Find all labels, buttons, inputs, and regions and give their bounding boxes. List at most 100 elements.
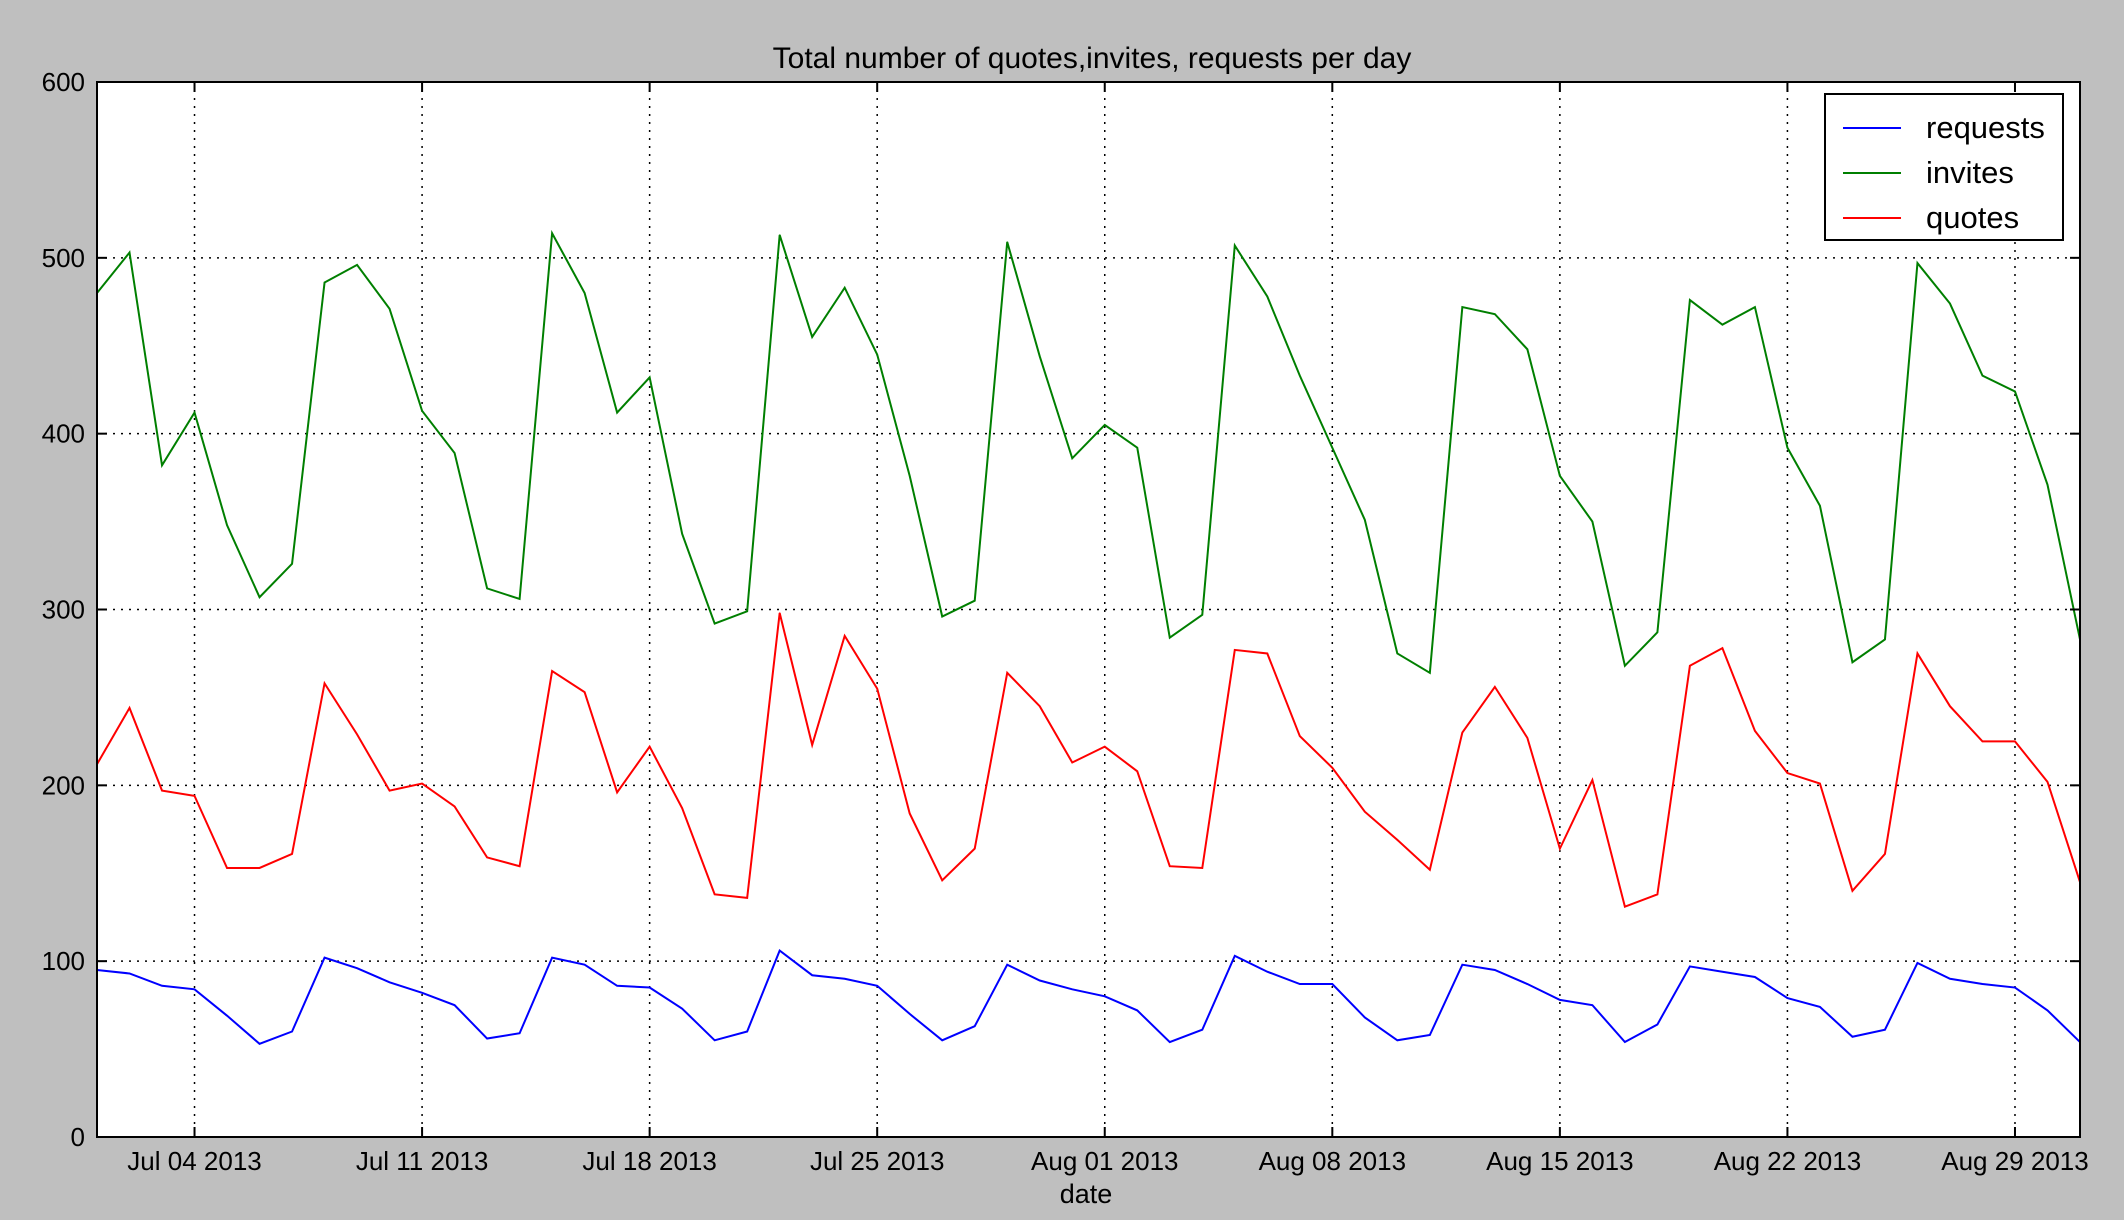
data-point-requests — [811, 974, 813, 976]
y-axis: 0 100 200 300 400 500 600 — [42, 67, 2080, 1152]
data-point-requests — [551, 957, 553, 959]
data-point-quotes — [356, 733, 358, 735]
data-point-quotes — [779, 612, 781, 614]
plot-area — [97, 82, 2080, 1137]
data-point-invites — [486, 587, 488, 590]
data-point-invites — [941, 615, 943, 618]
data-point-quotes — [876, 688, 878, 690]
x-tick-label: Jul 04 2013 — [127, 1146, 261, 1176]
data-point-requests — [1071, 988, 1073, 990]
data-point-quotes — [1526, 737, 1528, 739]
data-point-invites — [974, 600, 976, 602]
data-point-invites — [1559, 475, 1561, 477]
data-point-quotes — [519, 865, 521, 867]
data-point-invites — [1331, 447, 1333, 449]
data-point-quotes — [258, 867, 261, 869]
data-point-invites — [1754, 306, 1756, 308]
data-point-invites — [1006, 241, 1008, 243]
data-point-requests — [909, 1013, 911, 1015]
data-point-quotes — [388, 790, 391, 792]
x-tick-label: Aug 01 2013 — [1031, 1146, 1178, 1176]
series-lines — [96, 229, 2081, 1045]
data-point-requests — [1299, 983, 1301, 985]
data-point-requests — [941, 1039, 943, 1041]
data-point-requests — [1624, 1041, 1626, 1043]
data-point-quotes — [1396, 839, 1398, 841]
data-point-invites — [1819, 505, 1821, 507]
data-point-requests — [746, 1030, 748, 1033]
data-point-quotes — [1851, 890, 1854, 892]
data-point-quotes — [1104, 746, 1106, 748]
data-point-requests — [1754, 976, 1756, 978]
data-point-requests — [616, 985, 618, 987]
data-point-requests — [128, 972, 131, 975]
data-point-quotes — [681, 807, 683, 809]
data-point-requests — [388, 981, 391, 983]
legend: requests invites quotes — [1824, 93, 2064, 241]
data-point-requests — [1591, 1004, 1593, 1006]
data-point-quotes — [1331, 767, 1333, 769]
data-point-quotes — [421, 782, 423, 785]
data-point-quotes — [844, 635, 846, 637]
legend-box — [1824, 93, 2064, 241]
data-point-invites — [2014, 390, 2016, 393]
data-point-invites — [161, 464, 163, 466]
data-point-invites — [2046, 484, 2049, 486]
data-point-requests — [779, 950, 781, 952]
data-point-invites — [779, 234, 781, 236]
data-point-requests — [486, 1037, 488, 1040]
y-tick-label: 200 — [42, 770, 85, 800]
data-point-requests — [258, 1043, 261, 1045]
data-point-quotes — [649, 746, 651, 748]
data-point-quotes — [291, 853, 293, 855]
data-point-invites — [1591, 520, 1593, 523]
data-point-requests — [1429, 1034, 1431, 1036]
data-point-requests — [1461, 964, 1463, 966]
data-point-requests — [161, 985, 163, 987]
data-point-requests — [1104, 995, 1106, 997]
data-point-quotes — [193, 795, 196, 797]
data-point-requests — [1526, 983, 1528, 985]
data-point-invites — [811, 336, 813, 338]
data-point-quotes — [1884, 853, 1886, 855]
data-point-quotes — [1429, 869, 1431, 871]
data-point-invites — [909, 475, 911, 477]
data-point-quotes — [1234, 649, 1236, 651]
data-point-quotes — [974, 848, 976, 850]
data-point-invites — [1981, 375, 1984, 377]
data-point-requests — [1656, 1023, 1658, 1026]
data-point-quotes — [1754, 730, 1756, 732]
y-tick-label: 100 — [42, 946, 85, 976]
data-point-requests — [1396, 1039, 1398, 1041]
data-point-invites — [323, 281, 326, 284]
y-tick-label: 500 — [42, 243, 85, 273]
data-point-quotes — [1591, 779, 1593, 781]
data-point-requests — [453, 1004, 456, 1006]
data-point-requests — [291, 1030, 293, 1033]
x-tick-label: Jul 11 2013 — [356, 1146, 489, 1176]
data-point-quotes — [128, 707, 131, 709]
x-tick-label: Aug 22 2013 — [1714, 1146, 1861, 1176]
data-point-requests — [1786, 997, 1789, 999]
data-point-invites — [1916, 262, 1919, 264]
series-line-requests — [96, 949, 2081, 1045]
legend-label-quotes: quotes — [1926, 200, 2019, 235]
data-point-quotes — [714, 893, 716, 895]
data-point-quotes — [746, 897, 748, 899]
data-point-requests — [844, 978, 846, 980]
data-point-quotes — [1656, 893, 1658, 895]
data-point-requests — [356, 967, 358, 969]
data-point-invites — [1039, 355, 1041, 357]
data-point-quotes — [1721, 647, 1724, 649]
data-point-invites — [421, 410, 423, 412]
data-point-quotes — [1201, 867, 1203, 869]
data-point-quotes — [551, 670, 553, 672]
data-point-invites — [1526, 348, 1528, 350]
data-point-invites — [844, 287, 846, 289]
data-point-invites — [258, 596, 261, 598]
data-point-requests — [1234, 955, 1236, 957]
data-point-quotes — [1559, 848, 1561, 850]
data-point-quotes — [1949, 705, 1951, 707]
data-point-quotes — [2014, 740, 2016, 742]
data-point-invites — [1494, 313, 1496, 315]
